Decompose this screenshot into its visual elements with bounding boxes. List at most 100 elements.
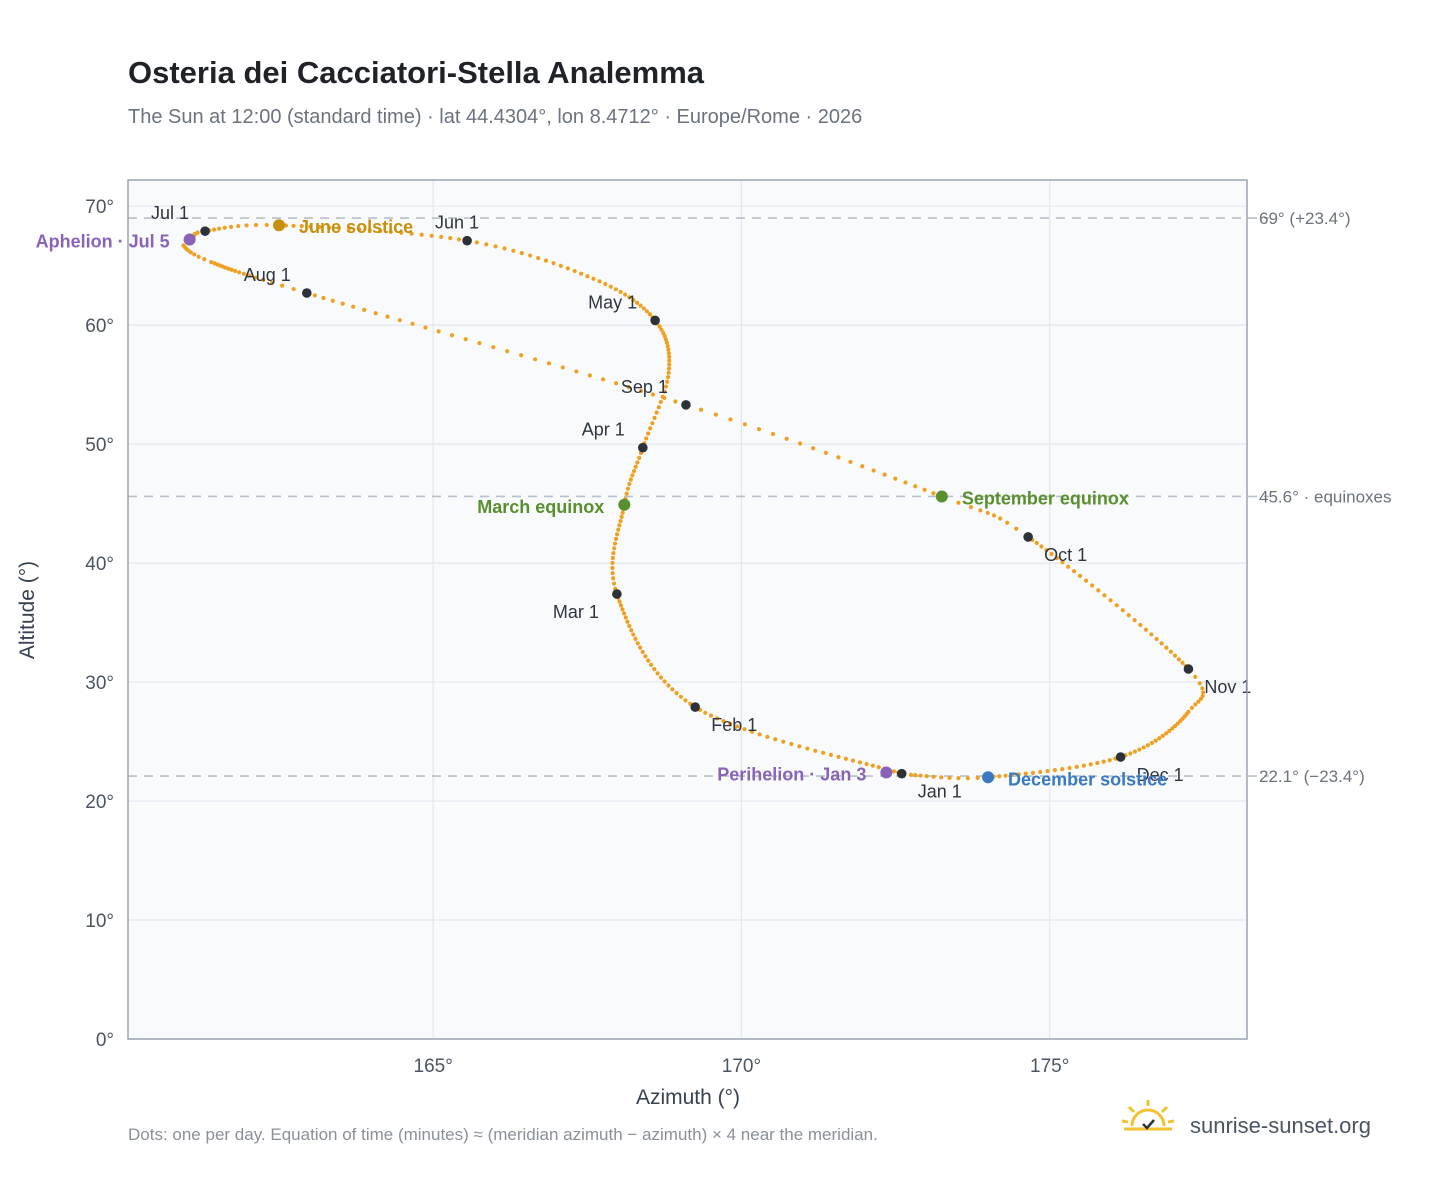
daily-sun-dot bbox=[340, 301, 345, 306]
daily-sun-dot bbox=[1172, 653, 1178, 658]
daily-sun-dot bbox=[650, 392, 656, 397]
daily-sun-dot bbox=[474, 240, 479, 245]
daily-sun-dot bbox=[410, 321, 415, 326]
daily-sun-dot bbox=[638, 388, 644, 393]
reference-lines: 69° (+23.4°) 45.6° · equinoxes 22.1° (−23.… bbox=[128, 209, 1392, 786]
sun-icon bbox=[1121, 1100, 1175, 1131]
daily-sun-dot bbox=[1009, 772, 1015, 778]
daily-sun-dot bbox=[385, 314, 390, 319]
month-marker bbox=[650, 315, 660, 326]
daily-sun-dot bbox=[631, 632, 636, 637]
daily-sun-dot bbox=[229, 267, 234, 272]
daily-sun-dot bbox=[619, 514, 624, 519]
month-marker bbox=[200, 226, 210, 236]
month-marker bbox=[638, 442, 648, 453]
daily-sun-dot bbox=[811, 446, 816, 451]
daily-sun-dot bbox=[611, 576, 616, 581]
daily-sun-dot bbox=[968, 505, 974, 510]
daily-sun-dot bbox=[1107, 758, 1112, 763]
daily-sun-dot bbox=[666, 351, 671, 356]
daily-sun-dot bbox=[617, 523, 622, 528]
daily-sun-dot bbox=[635, 460, 640, 465]
daily-sun-dot bbox=[613, 287, 618, 292]
daily-sun-dot bbox=[975, 775, 980, 781]
daily-sun-dot bbox=[1126, 613, 1131, 618]
daily-sun-dot bbox=[551, 261, 556, 266]
daily-sun-dot bbox=[623, 615, 628, 620]
month-label: Mar 1 bbox=[553, 602, 599, 622]
daily-sun-dot bbox=[463, 337, 468, 342]
daily-sun-dot bbox=[998, 516, 1003, 521]
daily-sun-dot bbox=[611, 581, 617, 586]
daily-sun-dot bbox=[1164, 645, 1169, 650]
daily-sun-dot bbox=[924, 774, 929, 779]
daily-sun-dot bbox=[1189, 705, 1194, 710]
daily-sun-dot bbox=[378, 228, 383, 234]
daily-sun-dot bbox=[646, 658, 651, 663]
daily-sun-dot bbox=[439, 234, 444, 240]
daily-sun-dot bbox=[1088, 762, 1093, 767]
daily-sun-dot bbox=[1143, 627, 1149, 632]
month-marker bbox=[462, 235, 472, 246]
daily-sun-dot bbox=[321, 295, 326, 301]
daily-sun-dot bbox=[644, 436, 649, 441]
daily-sun-dot bbox=[362, 307, 367, 312]
event-label: Aphelion · Jul 5 bbox=[36, 231, 170, 251]
daily-sun-dot bbox=[939, 775, 944, 780]
y-tick-label: 0° bbox=[96, 1030, 114, 1051]
daily-sun-dot bbox=[965, 776, 970, 781]
daily-sun-dot bbox=[346, 226, 352, 231]
daily-sun-dot bbox=[1138, 622, 1143, 628]
daily-sun-dot bbox=[860, 464, 865, 469]
daily-sun-dot bbox=[448, 236, 453, 241]
daily-sun-dot bbox=[280, 283, 285, 288]
daily-sun-dot bbox=[931, 491, 936, 496]
event-label: March equinox bbox=[477, 497, 604, 517]
month-marker bbox=[1023, 532, 1033, 542]
daily-sun-dot bbox=[978, 508, 983, 513]
daily-sun-dot bbox=[624, 491, 629, 496]
daily-sun-dot bbox=[610, 560, 615, 566]
daily-sun-dot bbox=[823, 450, 829, 455]
daily-sun-dot bbox=[399, 230, 404, 235]
daily-sun-dot bbox=[662, 679, 667, 684]
daily-sun-dot bbox=[956, 776, 961, 781]
daily-sun-dot bbox=[528, 253, 533, 258]
month-label: May 1 bbox=[588, 292, 637, 312]
daily-sun-dot bbox=[638, 645, 643, 650]
daily-sun-dot bbox=[202, 257, 207, 262]
daily-sun-dot bbox=[674, 691, 679, 696]
daily-sun-dot bbox=[477, 341, 482, 346]
daily-sun-dot bbox=[1066, 564, 1071, 569]
daily-sun-dot bbox=[658, 675, 664, 680]
daily-sun-dot bbox=[728, 721, 733, 726]
daily-sun-dot bbox=[1045, 768, 1050, 774]
daily-sun-dot bbox=[631, 469, 637, 474]
daily-sun-dot bbox=[658, 399, 663, 405]
daily-sun-dot bbox=[891, 769, 897, 774]
daily-sun-dot bbox=[997, 774, 1002, 779]
daily-sun-dot bbox=[664, 340, 670, 345]
daily-sun-dot bbox=[253, 222, 259, 228]
daily-sun-dot bbox=[781, 739, 786, 744]
daily-sun-dot bbox=[625, 486, 631, 491]
daily-sun-dot bbox=[1081, 763, 1086, 768]
y-tick-label: 10° bbox=[85, 911, 114, 932]
daily-sun-dot bbox=[652, 667, 657, 672]
daily-sun-dot bbox=[449, 333, 455, 338]
daily-sun-dot bbox=[821, 750, 826, 755]
daily-sun-dot bbox=[647, 312, 652, 317]
daily-sun-dot bbox=[850, 758, 856, 763]
daily-sun-dot bbox=[1159, 641, 1164, 646]
daily-sun-dot bbox=[291, 223, 296, 228]
daily-sun-dot bbox=[670, 687, 675, 692]
daily-sun-dot bbox=[836, 455, 841, 460]
daily-sun-dot bbox=[618, 603, 624, 608]
daily-sun-dot bbox=[1038, 769, 1043, 775]
daily-sun-dot bbox=[367, 228, 372, 233]
month-label: Sep 1 bbox=[621, 377, 668, 397]
daily-sun-dot bbox=[749, 729, 755, 734]
daily-sun-dot bbox=[308, 224, 313, 229]
plot-frame bbox=[127, 179, 1248, 1040]
daily-sun-dot bbox=[558, 263, 563, 268]
